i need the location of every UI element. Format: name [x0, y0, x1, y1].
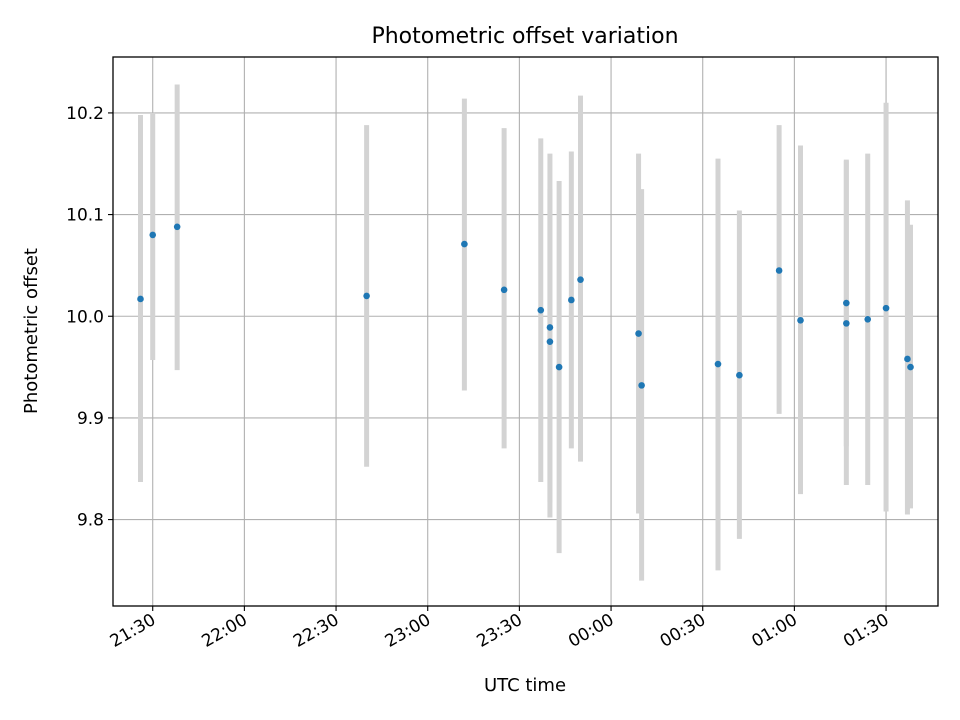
data-point	[577, 276, 584, 283]
y-tick-label: 10.2	[66, 104, 104, 124]
y-axis-label: Photometric offset	[21, 248, 42, 414]
data-point	[907, 363, 914, 371]
data-point	[775, 267, 783, 274]
x-axis-label: UTC time	[484, 675, 566, 696]
y-axis-ticks: 9.8 9.9 10.0 10.1 10.2	[66, 104, 113, 531]
data-point	[797, 317, 804, 324]
y-tick-label: 10.1	[66, 206, 104, 226]
data-point	[714, 360, 722, 368]
y-tick-label: 9.8	[77, 511, 104, 531]
data-point	[638, 382, 645, 389]
chart-title: Photometric offset variation	[371, 24, 678, 49]
data-point	[461, 240, 468, 248]
data-point	[149, 231, 157, 239]
y-tick-label: 9.9	[77, 409, 104, 429]
y-tick-label: 10.0	[66, 307, 104, 327]
data-points	[137, 223, 914, 389]
data-point	[546, 338, 554, 345]
data-point	[904, 355, 911, 363]
data-point	[555, 363, 563, 371]
data-point	[635, 330, 642, 337]
data-point	[568, 296, 575, 304]
data-point	[546, 324, 554, 331]
data-point	[137, 295, 144, 303]
data-point	[736, 371, 743, 379]
plot-area	[113, 57, 938, 606]
data-point	[500, 286, 508, 294]
data-point	[864, 316, 872, 323]
data-point	[882, 304, 890, 312]
data-point	[173, 223, 181, 231]
data-point	[843, 320, 850, 327]
data-point	[843, 299, 850, 307]
data-point	[537, 306, 545, 314]
data-point	[363, 292, 370, 300]
plot-frame	[112, 56, 939, 607]
